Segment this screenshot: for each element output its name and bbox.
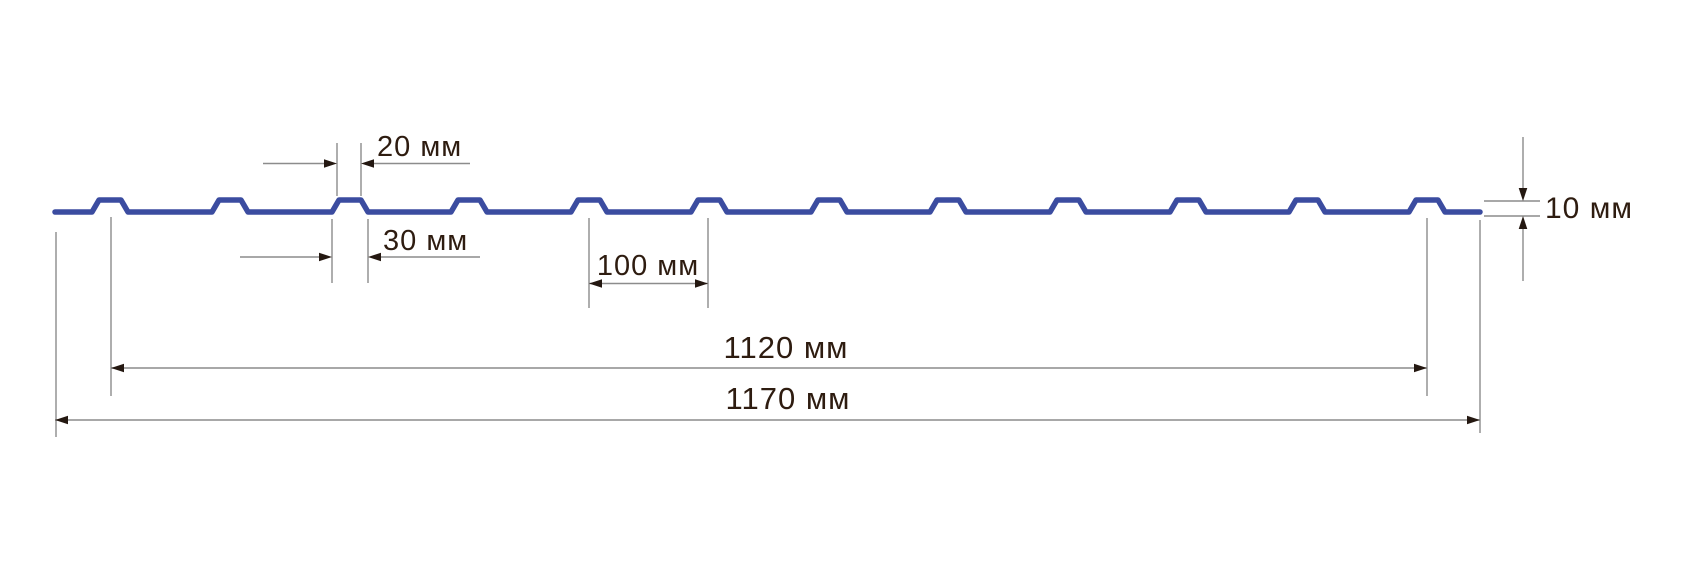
dim-working-width: 1120 мм [110, 217, 1428, 396]
arrowhead-right-icon [1467, 415, 1480, 425]
arrowhead-left-icon [111, 363, 124, 373]
arrowhead-left-icon [55, 415, 68, 425]
dim-rib-bottom-width: 30 мм [240, 219, 480, 283]
arrowhead-down-icon [1518, 188, 1528, 201]
working-width-label: 1120 мм [724, 330, 849, 365]
rib-bottom-width-label: 30 мм [383, 225, 468, 257]
sheet-profile-path [52, 197, 1483, 215]
arrowhead-left-icon [589, 279, 602, 288]
dim-profile-height: 10 мм [1484, 137, 1633, 281]
overall-width-label: 1170 мм [726, 381, 851, 416]
arrowhead-left-icon [361, 159, 374, 168]
rib-pitch-label: 100 мм [597, 250, 699, 282]
profile-height-label: 10 мм [1545, 192, 1633, 225]
arrowhead-right-icon [1414, 363, 1427, 373]
arrowhead-right-icon [319, 252, 332, 262]
arrowhead-right-icon [695, 279, 708, 288]
arrowhead-up-icon [1518, 216, 1528, 229]
arrowhead-left-icon [368, 252, 381, 262]
rib-top-width-label: 20 мм [377, 131, 462, 163]
dim-rib-pitch: 100 мм [588, 218, 709, 308]
arrowhead-right-icon [324, 159, 337, 168]
dim-overall-width: 1170 мм [55, 220, 1481, 437]
dim-rib-top-width: 20 мм [263, 131, 470, 196]
